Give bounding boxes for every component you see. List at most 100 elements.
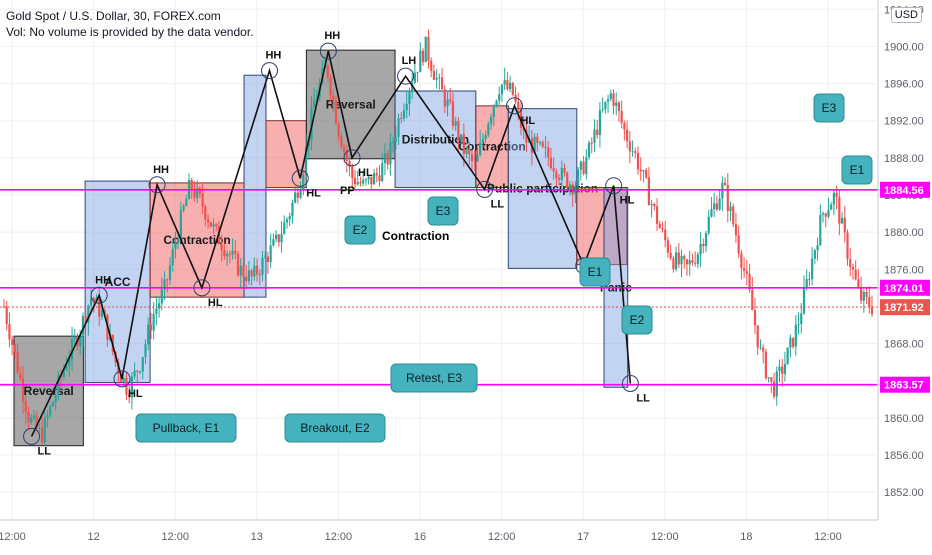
candle-body — [585, 157, 588, 174]
candle-body — [220, 244, 223, 251]
swing-label: HH — [265, 50, 281, 62]
zone-label: Contraction — [458, 140, 525, 154]
candle-body — [157, 303, 161, 309]
candle-body — [204, 206, 207, 220]
candle-body — [125, 377, 128, 395]
candle-body — [460, 134, 463, 141]
candle-body — [54, 394, 57, 403]
candle-body — [870, 307, 874, 314]
candle-body — [296, 192, 299, 198]
candle-body — [100, 310, 104, 317]
callout-text: E3 — [436, 204, 451, 218]
candle-body — [51, 402, 55, 407]
candle-body — [816, 245, 819, 251]
candle-body — [721, 182, 724, 199]
candle-body — [288, 215, 291, 220]
candle-body — [702, 243, 705, 247]
swing-circle — [505, 97, 523, 115]
candle-body — [381, 163, 384, 182]
swing-label: HL — [306, 187, 321, 199]
currency-button[interactable]: USD — [890, 7, 922, 23]
candle-body — [329, 77, 332, 96]
level-price-text: 1884.56 — [884, 185, 924, 197]
price-tick-label: 1876.00 — [884, 264, 924, 276]
time-tick-label: 12:00 — [161, 531, 189, 543]
candle-body — [740, 253, 743, 269]
candle-body — [715, 203, 719, 210]
candle-body — [517, 101, 520, 109]
swing-circle — [90, 286, 108, 304]
candle-body — [8, 323, 11, 340]
candle-body — [394, 136, 397, 142]
candle-body — [46, 415, 49, 418]
callout-text: E2 — [630, 313, 645, 327]
candle-body — [783, 364, 787, 374]
zone-label: Reversal — [326, 97, 376, 111]
candle-body — [160, 289, 163, 304]
candle-body — [362, 179, 365, 184]
candle-body — [596, 129, 599, 135]
candle-body — [49, 406, 52, 416]
callout-box — [390, 363, 478, 393]
candle-body — [193, 190, 196, 198]
candle-body — [32, 415, 36, 418]
swing-label: LH — [402, 55, 417, 67]
candle-body — [762, 347, 765, 352]
candle-body — [408, 90, 411, 104]
candle-body — [511, 82, 514, 95]
swing-circle — [343, 149, 361, 167]
price-tick-label: 1856.00 — [884, 450, 924, 462]
candle-body — [653, 203, 656, 207]
swing-label: HL — [358, 167, 373, 179]
candle-body — [340, 136, 343, 148]
level-price-tag — [880, 279, 930, 296]
zone-label: ACC — [105, 275, 131, 289]
candle-body — [345, 151, 348, 161]
candle-body — [43, 417, 46, 443]
candle-body — [563, 167, 566, 173]
callout-text: E2 — [353, 223, 368, 237]
candle-body — [84, 315, 87, 323]
swing-label: HL — [620, 195, 635, 207]
price-tick-label: 1860.00 — [884, 413, 924, 425]
candle-body — [196, 188, 199, 198]
candle-body — [166, 279, 169, 281]
candle-body — [838, 196, 841, 224]
candle-body — [713, 203, 716, 210]
candle-body — [81, 315, 85, 335]
swing-label: HH — [324, 30, 340, 42]
candle-body — [506, 80, 509, 90]
candle-body — [612, 93, 615, 106]
candle-body — [846, 232, 849, 260]
swing-circle — [397, 67, 415, 85]
last-price-tag — [880, 299, 930, 316]
candle-body — [98, 297, 101, 317]
candle-body — [302, 174, 305, 190]
time-tick-label: 16 — [414, 531, 426, 543]
candle-body — [772, 381, 776, 397]
candle-body — [737, 235, 740, 254]
candle-body — [315, 97, 319, 101]
candle-body — [389, 142, 392, 165]
candle-body — [250, 270, 253, 277]
swing-circle — [291, 169, 309, 187]
swing-circle — [260, 62, 278, 80]
candle-body — [89, 298, 93, 306]
candle-body — [533, 136, 536, 153]
swing-label: HH — [153, 164, 169, 176]
candle-body — [209, 222, 212, 227]
candle-body — [587, 142, 591, 158]
candle-body — [392, 141, 395, 143]
candle-body — [840, 217, 844, 224]
candle-body — [277, 234, 280, 243]
candle-body — [68, 359, 71, 367]
candle-body — [770, 377, 773, 382]
time-axis: 12:00 12 12:00 13 12:00 16 12:00 17 12:00 18 12:00 — [0, 519, 878, 543]
candle-body — [198, 188, 202, 194]
candle-body — [416, 71, 419, 73]
candle-body — [645, 170, 648, 178]
candle-body — [275, 234, 278, 240]
candle-body — [593, 129, 596, 143]
